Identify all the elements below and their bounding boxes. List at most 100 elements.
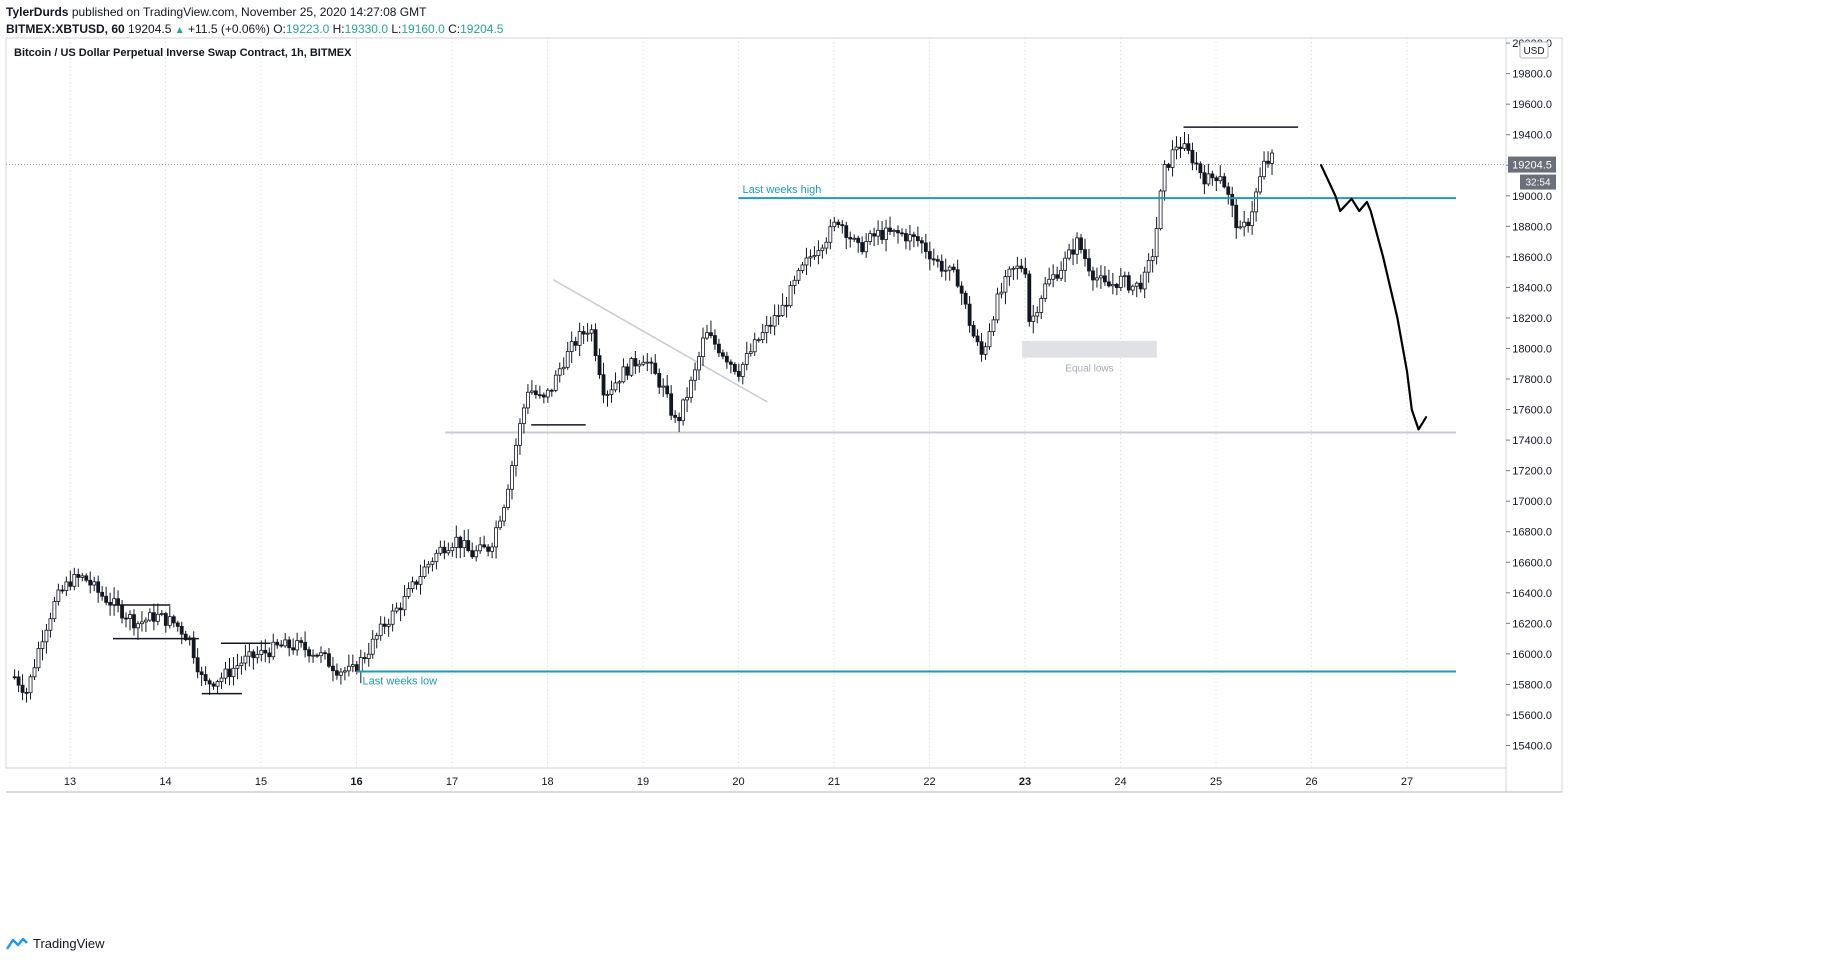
projection-drawing[interactable] <box>1319 164 1428 431</box>
candle <box>311 649 315 663</box>
candle <box>1023 257 1028 278</box>
candle-body-up <box>1067 249 1071 259</box>
candle <box>943 258 948 281</box>
countdown-tag <box>1520 174 1556 190</box>
candle-body-up <box>247 651 252 657</box>
candle-body-down <box>844 225 849 238</box>
candle <box>1198 161 1203 179</box>
candle <box>92 576 97 592</box>
x-tick-label: 15 <box>255 776 267 788</box>
candle-body-up <box>995 293 1000 321</box>
candle <box>657 368 662 395</box>
candle <box>1230 186 1235 218</box>
candle <box>398 602 403 622</box>
candle <box>1083 238 1087 267</box>
candle-body-up <box>760 332 765 341</box>
candle <box>247 643 252 667</box>
candle <box>784 296 789 318</box>
candle-body-down <box>354 664 359 672</box>
candle-body-up <box>1218 176 1223 182</box>
candle-body-down <box>717 343 721 354</box>
candle <box>541 392 546 404</box>
candle-body-down <box>1079 237 1083 251</box>
candle-body-up <box>1206 173 1211 185</box>
candle-body-down <box>713 335 717 345</box>
candle-body-up <box>788 285 793 307</box>
candle <box>923 233 928 259</box>
candle-body-down <box>1103 275 1107 283</box>
candle <box>227 657 232 686</box>
candle <box>136 621 140 640</box>
candle-body-up <box>223 668 228 679</box>
candle-body-down <box>1055 274 1060 279</box>
candle <box>195 648 200 679</box>
candle-body-down <box>856 237 861 243</box>
candle <box>518 418 522 455</box>
candles[interactable] <box>12 131 1274 703</box>
candle-body-down <box>665 385 670 395</box>
candle <box>1087 248 1091 277</box>
candle <box>732 362 737 375</box>
candle-body-up <box>235 665 240 669</box>
currency-badge[interactable] <box>1519 41 1549 59</box>
candle <box>155 603 160 626</box>
plot-area[interactable] <box>5 37 1507 769</box>
candle <box>557 362 562 383</box>
candle-body-down <box>1027 273 1032 322</box>
candle <box>553 370 558 393</box>
candle <box>748 343 753 357</box>
y-tick-label: 19600.0 <box>1512 99 1552 111</box>
candle <box>908 224 912 251</box>
candle-body-up <box>506 488 510 509</box>
candle <box>840 220 845 234</box>
candle-body-up <box>617 381 622 384</box>
candle <box>904 228 908 250</box>
candle-body-up <box>1238 226 1243 229</box>
candle-body-up <box>342 670 347 673</box>
candle-body-up <box>780 304 785 316</box>
candle <box>303 631 307 658</box>
candle-body-up <box>999 291 1004 295</box>
candle <box>1242 210 1247 237</box>
candle-body-down <box>533 390 538 396</box>
candle-body-up <box>864 241 869 253</box>
candle <box>486 544 491 557</box>
candle-body-up <box>800 264 805 271</box>
candle-body-down <box>398 607 403 611</box>
candle-body-down <box>1190 149 1195 164</box>
candle <box>681 398 686 426</box>
candle <box>1210 170 1215 186</box>
candle <box>207 678 212 695</box>
candle <box>148 608 152 622</box>
candle-body-up <box>697 356 701 371</box>
candle <box>856 235 861 253</box>
candle <box>406 582 411 599</box>
candle <box>402 585 407 617</box>
candle <box>1134 281 1139 298</box>
candle <box>514 438 518 477</box>
candle <box>16 670 21 693</box>
candle <box>812 246 817 260</box>
candle <box>307 646 311 663</box>
candle <box>1095 267 1099 288</box>
candle-body-down <box>657 373 662 388</box>
candle-body-up <box>52 601 57 620</box>
footer-brand[interactable]: TradingView <box>6 936 105 951</box>
candle <box>1015 256 1020 280</box>
candle-body-down <box>872 233 877 237</box>
descending-trendline[interactable] <box>552 279 768 403</box>
candle-body-up <box>406 588 411 597</box>
candle-body-up <box>1011 267 1016 270</box>
candle-body-down <box>1266 160 1270 164</box>
candle <box>645 353 650 372</box>
candle <box>975 329 980 346</box>
candle <box>1222 172 1227 189</box>
candle <box>649 357 654 375</box>
candle <box>482 535 487 549</box>
x-tick-label: 17 <box>446 776 458 788</box>
candle-body-up <box>1142 271 1147 290</box>
author-name[interactable]: TylerDurds <box>6 5 69 19</box>
candle <box>832 216 837 232</box>
equal-lows-zone[interactable] <box>1022 340 1157 358</box>
